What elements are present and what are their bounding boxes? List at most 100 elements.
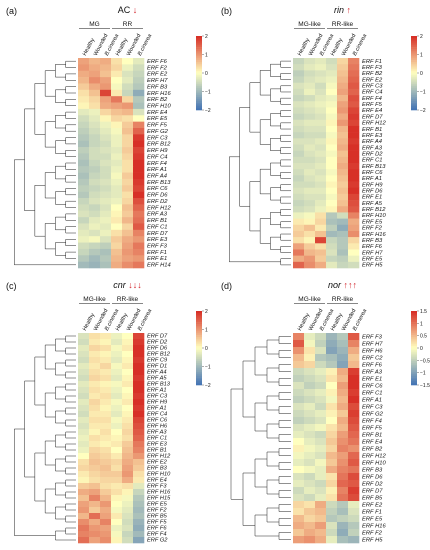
legend-swatch (411, 355, 417, 358)
dendrogram-branch (65, 455, 76, 463)
heatmap-cell (304, 261, 316, 269)
legend-swatch (411, 41, 417, 44)
heatmap-cell (315, 375, 327, 383)
heatmap-cell (326, 529, 338, 537)
heatmap-cell (304, 340, 316, 348)
heatmap-cell (100, 513, 112, 520)
heatmap-cell (293, 424, 305, 432)
heatmap-cell (111, 102, 123, 110)
heatmap-cell (111, 459, 123, 466)
row-label: ERF E2 (362, 77, 383, 83)
group-label: MG-like (298, 21, 321, 28)
row-label: ERF F3 (147, 484, 167, 490)
row-label: ERF F3 (147, 244, 168, 250)
heatmap-cell (304, 181, 316, 189)
row-label: ERF C4 (147, 154, 168, 160)
heatmap-cell (133, 411, 145, 418)
heatmap-cell (78, 447, 90, 454)
dendrogram-branch (65, 503, 76, 511)
heatmap-cell (100, 393, 112, 400)
heatmap-cell (133, 375, 145, 382)
heatmap-cell (337, 150, 349, 158)
legend-swatch (196, 78, 202, 81)
heatmap-cell (348, 132, 360, 139)
row-label: ERF G2 (147, 129, 169, 135)
heatmap-cell (133, 83, 145, 91)
heatmap-cell (293, 88, 305, 96)
heatmap-cell (111, 405, 123, 412)
heatmap-cell (89, 423, 101, 430)
heatmap-cell (337, 522, 349, 530)
heatmap-cell (348, 200, 360, 207)
legend-swatch (411, 373, 417, 377)
heatmap-cell (89, 363, 101, 370)
heatmap-cell (337, 113, 349, 121)
heatmap-cell (293, 354, 305, 362)
row-label: ERF D7 (147, 231, 168, 237)
legend-swatch (411, 106, 417, 109)
row-label: ERF B12 (362, 207, 386, 213)
row-label: ERF F6 (147, 59, 168, 65)
heatmap-cell (122, 210, 134, 218)
row-label: ERF A3 (147, 430, 167, 436)
heatmap-cell (293, 389, 305, 397)
heatmap-cell (111, 77, 123, 84)
heatmap-cell (111, 489, 123, 496)
row-label: ERF H10 (362, 460, 387, 466)
dendrogram-branch (55, 115, 66, 129)
legend-swatch (411, 375, 417, 378)
heatmap-cell (326, 480, 338, 488)
row-label: ERF C2 (362, 355, 383, 361)
heatmap-cell (337, 212, 349, 219)
heatmap-cell (348, 515, 360, 523)
legend-swatch (411, 335, 417, 338)
heatmap-cell (304, 361, 316, 369)
legend-swatch (196, 61, 202, 65)
heatmap-cell (304, 368, 316, 376)
heatmap-cell (293, 224, 305, 232)
legend-swatch (196, 359, 202, 362)
row-label: ERF B3 (362, 238, 383, 244)
heatmap-cell (122, 345, 134, 352)
heatmap-cell (315, 70, 327, 77)
row-label: ERF A3 (362, 369, 383, 375)
row-label: ERF H10 (147, 472, 171, 478)
heatmap-cell (293, 70, 305, 77)
dendrogram-branch (280, 60, 291, 68)
heatmap-cell (78, 519, 90, 526)
legend-swatch (411, 379, 417, 382)
heatmap-cell (348, 193, 360, 201)
heatmap-cell (326, 536, 338, 544)
legend-swatch (411, 85, 417, 89)
legend-swatch (411, 108, 417, 111)
heatmap-cell (304, 119, 316, 127)
row-label: ERF H7 (147, 78, 168, 84)
heatmap-cell (89, 483, 101, 490)
heatmap-cell (304, 107, 316, 114)
heatmap-cell (348, 389, 360, 397)
heatmap-cell (293, 95, 305, 102)
row-label: ERF A1 (362, 397, 382, 403)
legend-swatch (411, 314, 417, 317)
legend-swatch (411, 331, 417, 334)
legend-swatch (411, 104, 417, 107)
legend-swatch (411, 336, 417, 340)
heatmap-cell (337, 515, 349, 523)
row-label: ERF B13 (147, 382, 171, 388)
heatmap-cell (122, 489, 134, 496)
dendrogram-branch (24, 380, 35, 478)
legend-swatch (196, 63, 202, 66)
legend-swatch (196, 322, 202, 325)
heatmap-cell (348, 431, 360, 439)
heatmap-cell (78, 242, 90, 250)
heatmap-cell (337, 382, 349, 390)
dendrogram-branch (44, 70, 56, 97)
heatmap-cell (78, 495, 90, 502)
heatmap-cell (89, 159, 101, 167)
heatmap-cell (122, 369, 134, 376)
heatmap-cell (89, 453, 101, 460)
row-label: ERF E5 (362, 516, 383, 522)
heatmap-cell (111, 345, 123, 352)
row-label: ERF F4 (362, 96, 382, 102)
row-label: ERF H14 (147, 263, 171, 269)
